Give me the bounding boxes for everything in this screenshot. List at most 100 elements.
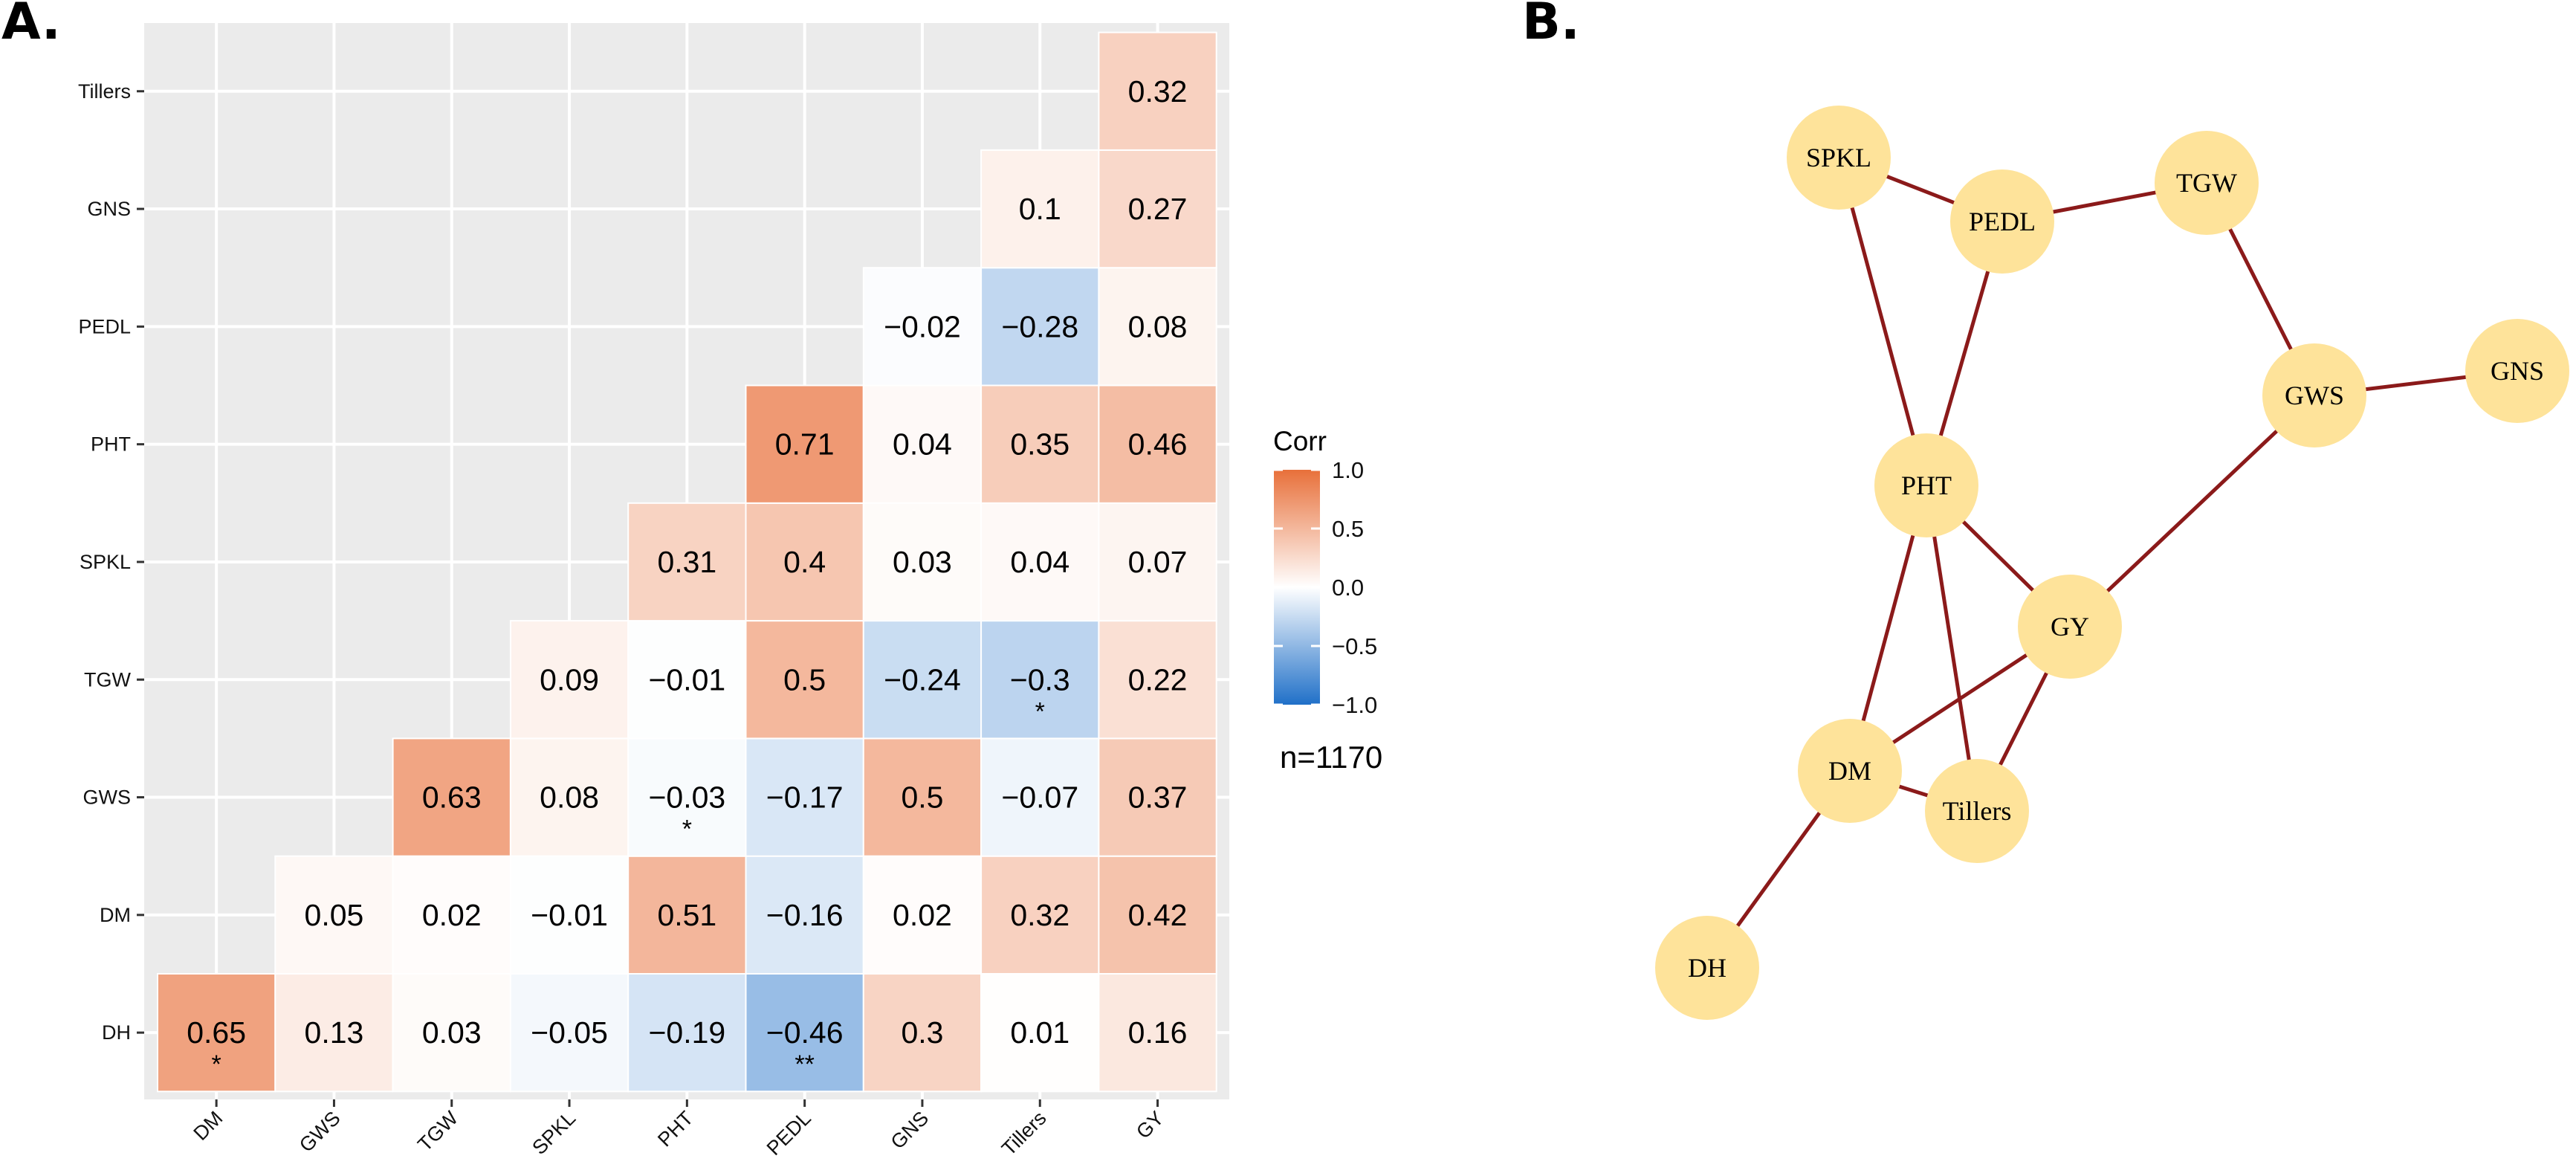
heatmap-cell: 0.65* [157, 973, 276, 1093]
cell-value-label: 0.35 [1010, 427, 1069, 462]
heatmap-cell-fill [627, 502, 747, 622]
network-node: DM [1798, 719, 1902, 823]
heatmap-cell-fill [392, 855, 511, 975]
network-node: TGW [2155, 131, 2259, 235]
network-node-circle [1787, 106, 1891, 210]
heatmap-cell-fill [1098, 149, 1217, 269]
panel-b-label: B. [1522, 0, 1580, 51]
network-edge [1836, 157, 1929, 486]
legend-ticks: 1.0 0.5 0.0 −0.5 −1.0 [1274, 457, 1377, 718]
heatmap-cell-fill [627, 855, 747, 975]
cell-value-label: 0.01 [1010, 1015, 1069, 1050]
x-tick-label: GNS [887, 1107, 933, 1154]
x-tick-label: TGW [413, 1107, 462, 1156]
heatmap-cell: 0.13 [274, 973, 394, 1093]
cell-value-label: 0.37 [1128, 781, 1188, 815]
cell-value-label: 0.27 [1128, 192, 1188, 226]
heatmap-cell: 0.07 [1098, 502, 1217, 622]
legend-tick-label: 0.0 [1332, 575, 1364, 601]
heatmap-cell: −0.02 [862, 267, 983, 387]
significance-mark: * [212, 1050, 221, 1079]
cell-value-label: 0.07 [1128, 545, 1188, 579]
x-tick-label: Tillers [997, 1107, 1050, 1160]
heatmap-cell: 0.02 [392, 855, 511, 975]
heatmap-cell: −0.46** [745, 973, 864, 1093]
heatmap-legend: Corr 1.0 0.5 0.0 −0.5 −1.0 n=1170 [1273, 426, 1382, 775]
cell-value-label: 0.04 [1010, 545, 1069, 579]
heatmap-cell-fill [862, 973, 983, 1093]
cell-value-label: 0.03 [422, 1015, 482, 1050]
y-tick-label: DH [102, 1021, 131, 1044]
heatmap-cell: 0.09 [509, 620, 630, 740]
y-tick-label: DM [100, 904, 131, 926]
network-node-circle [2155, 131, 2259, 235]
correlation-heatmap: 0.65*0.13 0.03 −0.05 −0.19 −0.46**0.3 0.01 0.1… [78, 23, 1229, 1160]
network-node: GY [2018, 575, 2122, 679]
heatmap-cell: −0.01 [627, 620, 747, 740]
x-tick-label: SPKL [528, 1107, 580, 1159]
cell-value-label: −0.17 [766, 781, 844, 815]
y-tick-label: SPKL [80, 551, 131, 573]
heatmap-cell: 0.5 [745, 620, 864, 740]
heatmap-cell: 0.42 [1098, 855, 1217, 975]
network-node-label: GWS [2285, 381, 2344, 410]
network-node-label: Tillers [1943, 796, 2012, 826]
network-node-circle [1798, 719, 1902, 823]
sample-size-label: n=1170 [1280, 740, 1382, 775]
heatmap-y-axis: DH DM GWS TGW SPKL PHT PEDL GNS Tillers [78, 80, 144, 1044]
heatmap-cell-fill [980, 502, 1100, 622]
heatmap-cell-fill [980, 973, 1100, 1093]
cell-value-label: −0.24 [884, 662, 961, 697]
legend-tick-label: 1.0 [1332, 457, 1364, 483]
network-node-circle [2262, 343, 2366, 447]
network-node-label: GY [2051, 612, 2089, 642]
cell-value-label: −0.3 [1010, 662, 1070, 697]
cell-value-label: 0.04 [893, 427, 952, 462]
cell-value-label: 0.5 [783, 662, 826, 697]
cell-value-label: 0.46 [1128, 427, 1188, 462]
heatmap-cell-fill [980, 855, 1100, 975]
network-node-label: GNS [2491, 356, 2544, 386]
cell-value-label: −0.07 [1001, 781, 1078, 815]
heatmap-cell-fill [509, 620, 630, 740]
y-tick-label: GNS [87, 198, 131, 220]
heatmap-cell: 0.35 [980, 384, 1100, 504]
x-tick-label: PHT [653, 1107, 697, 1151]
legend-tick-label: −0.5 [1332, 633, 1377, 659]
heatmap-cell: −0.16 [745, 855, 864, 975]
cell-value-label: 0.71 [775, 427, 835, 462]
significance-mark: * [1035, 697, 1045, 726]
heatmap-cell: 0.01 [980, 973, 1100, 1093]
heatmap-cell-fill [509, 855, 630, 975]
significance-mark: * [682, 815, 692, 844]
heatmap-cell: 0.08 [509, 737, 630, 857]
network-node-circle [2465, 319, 2569, 423]
y-tick-label: PHT [91, 433, 131, 456]
network-node: SPKL [1787, 106, 1891, 210]
cell-value-label: −0.02 [884, 309, 961, 343]
heatmap-cell: 0.4 [745, 502, 864, 622]
y-tick-label: PEDL [78, 315, 131, 337]
heatmap-cell-fill [1098, 855, 1217, 975]
x-tick-label: PEDL [763, 1107, 815, 1160]
network-edge [2068, 394, 2316, 628]
heatmap-cell-fill [980, 737, 1100, 857]
network-node: GNS [2465, 319, 2569, 423]
heatmap-cell: 0.1 [980, 149, 1100, 269]
cell-value-label: −0.28 [1001, 309, 1078, 343]
heatmap-cell: 0.37 [1098, 737, 1217, 857]
cell-value-label: 0.13 [305, 1015, 364, 1050]
heatmap-cell-fill [980, 149, 1100, 269]
heatmap-cell-fill [980, 620, 1100, 740]
heatmap-cell-fill [862, 855, 983, 975]
heatmap-cell: −0.01 [509, 855, 630, 975]
heatmap-cell: 0.03 [392, 973, 511, 1093]
heatmap-cell-fill [509, 973, 630, 1093]
heatmap-cell-fill [1098, 620, 1217, 740]
heatmap-cell: 0.03 [862, 502, 983, 622]
cell-value-label: 0.5 [901, 781, 943, 815]
heatmap-cell: 0.5 [862, 737, 983, 857]
heatmap-cell: 0.02 [862, 855, 983, 975]
y-tick-label: TGW [84, 668, 131, 691]
